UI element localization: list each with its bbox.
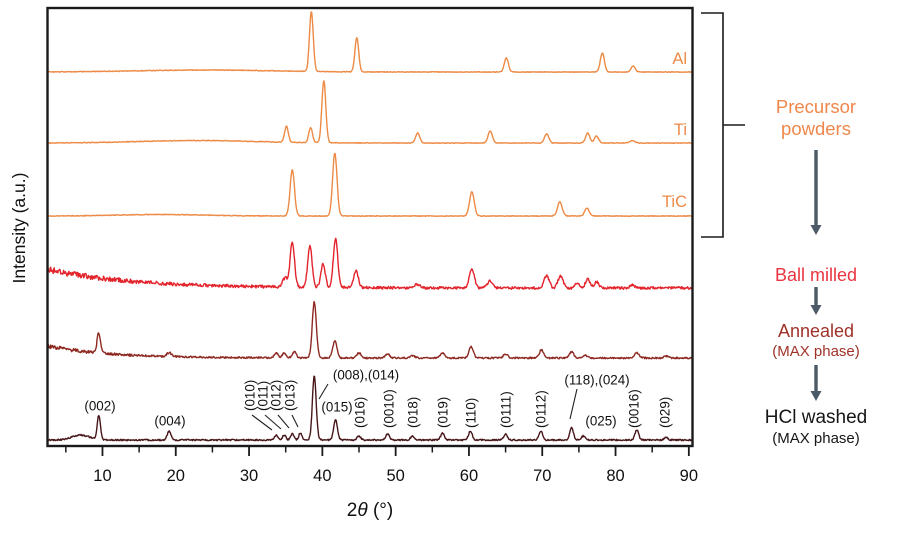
peak-label-rotated: (0112) bbox=[534, 390, 549, 428]
peak-label-leader bbox=[277, 414, 290, 429]
x-tick-label: 50 bbox=[386, 467, 404, 485]
peak-label-leader bbox=[318, 383, 329, 400]
x-tick-label: 10 bbox=[93, 467, 111, 485]
x-tick-label: 30 bbox=[240, 467, 258, 485]
peak-label: (004) bbox=[154, 414, 185, 429]
flow-sublabel-annealed: (MAX phase) bbox=[772, 343, 860, 360]
peak-label-rotated: (013) bbox=[283, 380, 298, 411]
x-tick-label: 80 bbox=[606, 467, 624, 485]
trace-ti bbox=[47, 80, 693, 145]
y-axis-title: Intensity (a.u.) bbox=[9, 173, 29, 284]
peak-label-leader bbox=[264, 414, 282, 430]
peak-label-rotated: (010) bbox=[243, 380, 258, 411]
precursor-bracket bbox=[701, 12, 745, 238]
trace-label-ti: Ti bbox=[674, 121, 687, 139]
peak-label-leader bbox=[251, 414, 273, 431]
peak-label-rotated: (110) bbox=[464, 398, 479, 428]
x-tick-label: 40 bbox=[313, 467, 331, 485]
peak-label-rotated: (018) bbox=[406, 397, 421, 428]
peak-label: (015) bbox=[321, 400, 352, 415]
trace-al bbox=[47, 11, 693, 74]
trace-label-tic: TiC bbox=[662, 193, 687, 211]
peak-label-rotated: (0111) bbox=[499, 391, 514, 428]
trace-hcl-washed bbox=[47, 375, 693, 442]
flow-label-precursor-powders: Precursor powders bbox=[775, 96, 857, 140]
peak-label: (002) bbox=[84, 399, 115, 414]
peak-label: (008),(014) bbox=[333, 368, 399, 383]
x-tick-label: 70 bbox=[533, 467, 551, 485]
trace-annealed bbox=[47, 300, 693, 360]
flow-label-ball-milled: Ball milled bbox=[774, 265, 858, 285]
flow-arrow-head-3 bbox=[810, 391, 822, 401]
flow-arrow-head-2 bbox=[810, 305, 822, 315]
trace-ball-milled bbox=[47, 237, 693, 290]
flow-label-hcl-washed: HCl washed bbox=[764, 407, 868, 428]
peak-label-rotated: (012) bbox=[269, 380, 284, 411]
flow-label-annealed: Annealed bbox=[777, 321, 855, 341]
x-tick-label: 60 bbox=[460, 467, 478, 485]
flow-arrow-head-1 bbox=[810, 225, 822, 235]
flow-sublabel-hcl-washed: (MAX phase) bbox=[772, 430, 860, 447]
peak-label-leader bbox=[569, 388, 578, 420]
peak-label-rotated: (0016) bbox=[627, 389, 642, 428]
peak-label-rotated: (011) bbox=[256, 381, 271, 411]
peak-label: (025) bbox=[585, 414, 616, 429]
x-axis-title-pre: 2 bbox=[347, 500, 358, 521]
peak-label-rotated: (029) bbox=[658, 397, 673, 428]
peak-label-rotated: (016) bbox=[353, 397, 368, 428]
x-axis-title-theta: θ bbox=[357, 500, 368, 521]
peak-label-leader bbox=[291, 414, 299, 428]
x-tick-label: 20 bbox=[167, 467, 185, 485]
x-tick-label: 90 bbox=[680, 467, 698, 485]
peak-label: (118),(024) bbox=[564, 373, 629, 388]
trace-tic bbox=[47, 152, 693, 218]
peak-label-rotated: (019) bbox=[436, 397, 451, 428]
plot-border bbox=[46, 6, 694, 448]
x-axis-title: 2θ (°) bbox=[347, 500, 393, 521]
x-axis-title-post: (°) bbox=[368, 500, 394, 521]
peak-label-rotated: (0010) bbox=[382, 389, 397, 428]
trace-label-al: Al bbox=[672, 50, 687, 68]
